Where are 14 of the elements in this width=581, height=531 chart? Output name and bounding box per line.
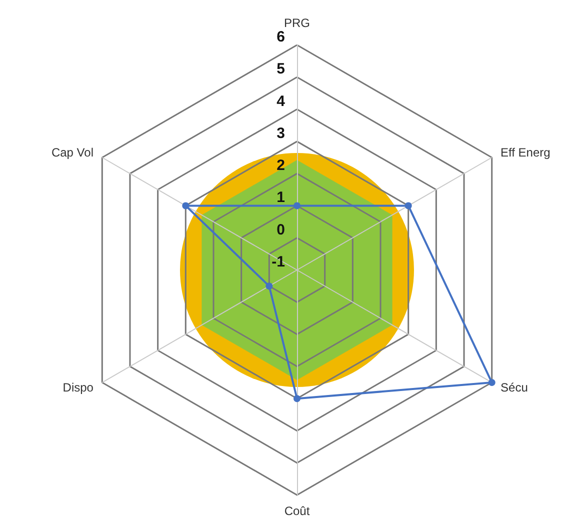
- y-tick-label: -1: [272, 254, 285, 270]
- spoke-label: Coût: [284, 504, 310, 518]
- spoke-label: Dispo: [62, 380, 94, 394]
- y-tick-label: 1: [276, 189, 285, 206]
- spoke-label: PRG: [284, 16, 310, 30]
- y-tick-label: 4: [276, 92, 286, 110]
- spoke-label: Sécu: [500, 380, 528, 394]
- spoke-label: Cap Vol: [51, 146, 94, 160]
- y-tick-label: 0: [276, 221, 285, 238]
- spoke-label: Eff Energ: [500, 146, 550, 160]
- y-tick-label: 2: [276, 157, 285, 174]
- y-tick-label: 3: [276, 124, 285, 142]
- y-tick-label: 6: [276, 28, 285, 46]
- y-tick-label: 5: [276, 60, 285, 78]
